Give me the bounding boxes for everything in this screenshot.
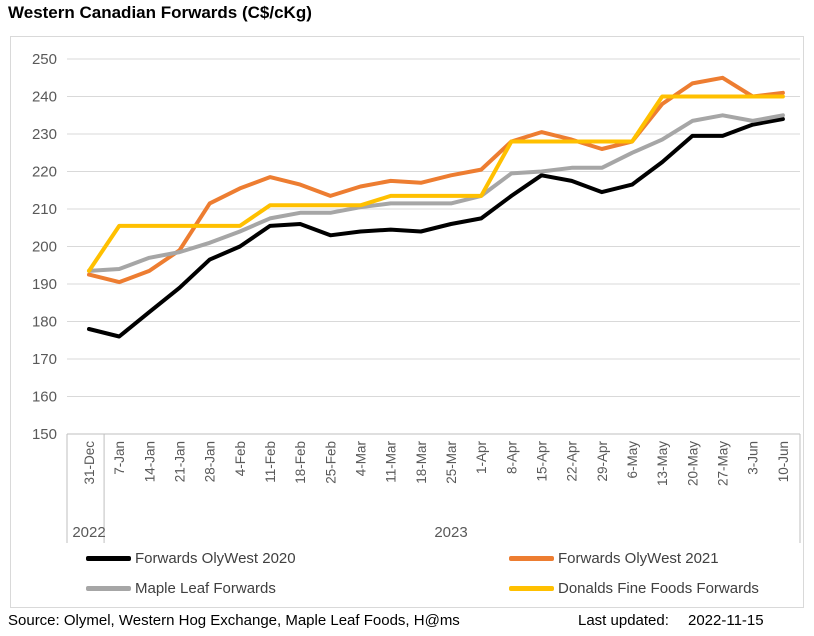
xtick-label: 21-Jan [173, 441, 188, 482]
legend-label: Forwards OlyWest 2021 [558, 549, 719, 567]
xtick-label: 15-Apr [535, 441, 550, 482]
ytick-label: 230 [32, 126, 57, 143]
ytick-label: 190 [32, 276, 57, 293]
xtick-label: 7-Jan [112, 441, 127, 475]
xtick-label: 25-Mar [444, 441, 459, 484]
chart-canvas: 250 240 230 220 210 200 190 180 170 160 150 31-Dec 7… [32, 51, 801, 543]
xtick-label: 3-Jun [746, 441, 761, 475]
xtick-label: 18-Mar [414, 441, 429, 484]
legend-label: Forwards OlyWest 2020 [135, 549, 296, 567]
last-updated-value: 2022-11-15 [688, 612, 764, 629]
xtick-label: 14-Jan [142, 441, 157, 482]
legend-line-swatch [509, 555, 554, 561]
ytick-label: 170 [32, 351, 57, 368]
year-label: 2023 [434, 524, 467, 541]
series-line-0 [87, 117, 785, 339]
xtick-label: 31-Dec [82, 441, 97, 485]
xtick-label: 10-Jun [776, 441, 791, 482]
xtick-label: 8-Apr [504, 440, 519, 474]
series-line-1 [87, 75, 785, 285]
series-line-3 [87, 94, 785, 273]
xtick-label: 11-Feb [263, 441, 278, 483]
year-label: 2022 [72, 524, 105, 541]
ytick-label: 180 [32, 314, 57, 331]
legend-line-swatch [86, 585, 131, 591]
xtick-label: 25-Feb [323, 441, 338, 484]
legend-line-swatch [86, 555, 131, 561]
ytick-label: 240 [32, 89, 57, 106]
ytick-label: 220 [32, 164, 57, 181]
xtick-label: 4-Feb [233, 441, 248, 476]
xtick-label: 29-Apr [595, 441, 610, 482]
xtick-label: 22-Apr [565, 441, 580, 482]
xtick-label: 1-Apr [474, 440, 489, 474]
xtick-label: 18-Feb [293, 441, 308, 484]
last-updated-label: Last updated: [578, 612, 669, 629]
xtick-label: 27-May [716, 441, 731, 486]
legend-item-donalds-fine-foods-forwards: Donalds Fine Foods Forwards [509, 577, 759, 599]
legend-item-forwards-olywest-2021: Forwards OlyWest 2021 [509, 547, 719, 569]
ytick-label: 160 [32, 389, 57, 406]
xtick-label: 4-Mar [354, 441, 369, 477]
chart-legend: Forwards OlyWest 2020 Forwards OlyWest 2… [11, 543, 805, 607]
ytick-label: 150 [32, 426, 57, 443]
legend-item-forwards-olywest-2020: Forwards OlyWest 2020 [86, 547, 296, 569]
xtick-label: 13-May [655, 441, 670, 486]
legend-label: Donalds Fine Foods Forwards [558, 579, 759, 597]
xtick-label: 20-May [685, 441, 700, 486]
ytick-label: 210 [32, 201, 57, 218]
xtick-label: 6-May [625, 441, 640, 479]
legend-label: Maple Leaf Forwards [135, 579, 276, 597]
xtick-label: 28-Jan [203, 441, 218, 482]
ytick-label: 250 [32, 51, 57, 68]
chart: 250 240 230 220 210 200 190 180 170 160 150 31-Dec 7… [10, 36, 804, 608]
page-title: Western Canadian Forwards (C$/cKg) [8, 3, 312, 22]
legend-item-maple-leaf-forwards: Maple Leaf Forwards [86, 577, 276, 599]
ytick-label: 200 [32, 239, 57, 256]
source-note: Source: Olymel, Western Hog Exchange, Ma… [8, 612, 460, 629]
legend-line-swatch [509, 585, 554, 591]
series-line-2 [87, 113, 785, 273]
xtick-label: 11-Mar [384, 441, 399, 483]
